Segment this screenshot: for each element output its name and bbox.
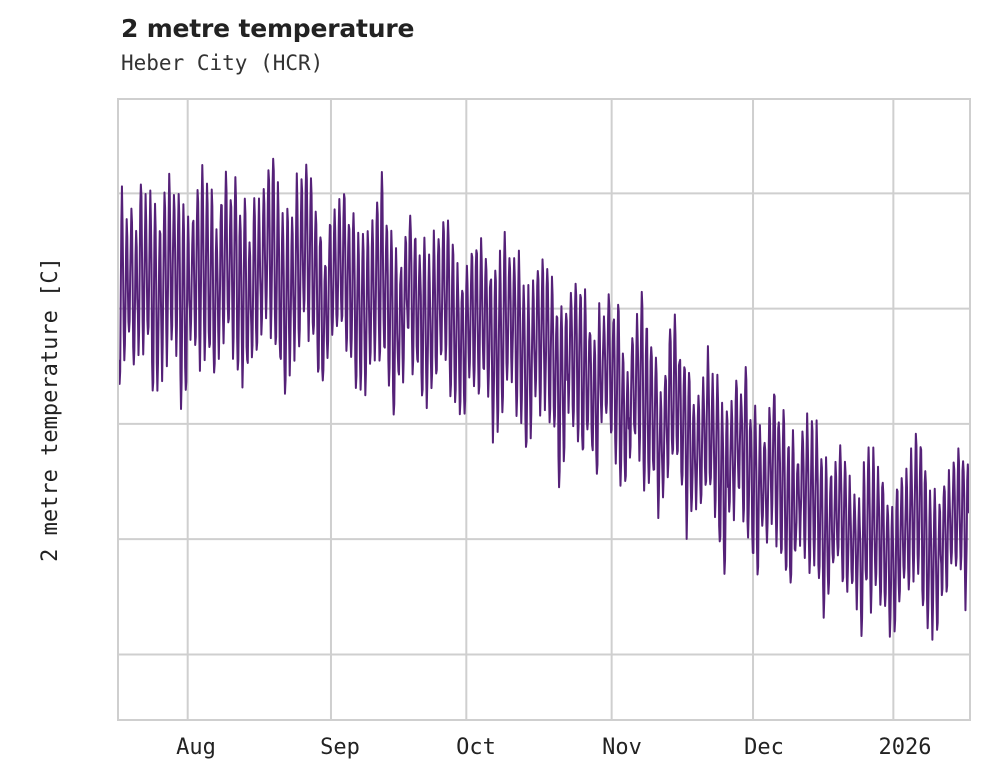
y-axis-label: 2 metre temperature [C] [38,257,63,562]
chart-subtitle: Heber City (HCR) [121,51,324,75]
x-tick-label-sep: Sep [320,735,360,760]
temperature-series-line [119,157,969,641]
x-tick-label-dec: Dec [744,735,784,760]
plot-area [117,98,971,721]
x-tick-label-oct: Oct [456,735,496,760]
x-tick-label-aug: Aug [176,735,216,760]
temperature-line-plot [119,100,969,719]
chart-title: 2 metre temperature [121,14,415,43]
x-tick-label-nov: Nov [602,735,642,760]
x-tick-label-2026: 2026 [878,735,932,760]
